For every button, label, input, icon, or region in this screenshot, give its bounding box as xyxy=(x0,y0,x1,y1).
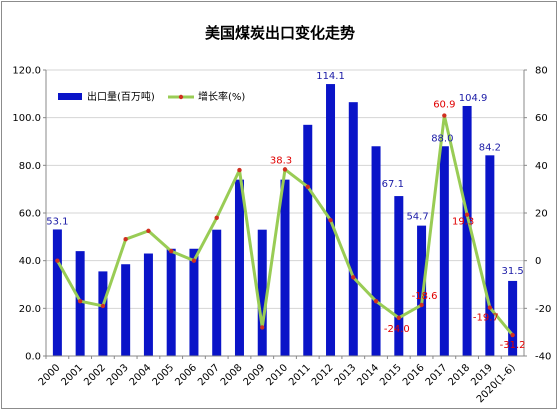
x-tick-label: 2009 xyxy=(242,362,268,388)
x-tick-label: 2010 xyxy=(264,362,290,388)
x-tick-label: 2003 xyxy=(105,362,131,388)
bar xyxy=(417,225,427,356)
y-left-tick-label: 100.0 xyxy=(12,113,41,124)
line-marker xyxy=(442,113,447,118)
growth-value-label: -19.7 xyxy=(473,313,499,324)
bar-value-label: 114.1 xyxy=(316,71,345,82)
chart-title: 美国煤炭出口变化走势 xyxy=(205,24,355,42)
bar xyxy=(98,271,108,356)
bar xyxy=(462,105,472,356)
line-marker xyxy=(260,325,265,330)
growth-value-label: 60.9 xyxy=(433,100,455,111)
bar xyxy=(212,229,222,356)
growth-value-label: 38.3 xyxy=(270,155,292,166)
data-labels: 53.1 114.1 67.1 54.7 88.0 104.9 84.2 31.5 38.3 -2… xyxy=(46,71,525,351)
line-marker xyxy=(510,332,515,338)
bar xyxy=(52,229,62,356)
bar xyxy=(394,196,404,356)
y-right-tick-label: 0 xyxy=(535,256,541,267)
bar xyxy=(303,124,313,356)
bar xyxy=(121,264,131,356)
bar xyxy=(280,179,290,356)
line-marker xyxy=(77,298,83,304)
y-left-tick-label: 60.0 xyxy=(19,209,41,220)
bar-value-label: 84.2 xyxy=(479,142,501,153)
bar xyxy=(257,229,267,356)
x-tick-label: 2018 xyxy=(446,362,472,388)
line-series xyxy=(55,113,515,338)
line-marker xyxy=(282,167,288,172)
bar xyxy=(348,102,358,356)
bar xyxy=(439,146,449,356)
line-marker xyxy=(328,217,333,223)
x-tick-label: 2008 xyxy=(219,362,245,388)
x-tick-label: 2012 xyxy=(310,362,336,388)
bar xyxy=(75,251,85,356)
x-tick-label: 2017 xyxy=(424,362,450,388)
line-marker xyxy=(487,305,493,310)
x-tick-label: 2006 xyxy=(173,362,199,388)
line-marker xyxy=(396,315,402,321)
bar-value-label: 53.1 xyxy=(46,216,68,227)
line-marker xyxy=(373,298,379,304)
x-tick-label: 2011 xyxy=(287,362,313,388)
line-marker xyxy=(419,302,424,308)
x-tick-label: 2004 xyxy=(128,362,154,388)
y-left-tick-label: 0.0 xyxy=(25,352,41,363)
bar-value-label: 31.5 xyxy=(501,266,523,277)
line-marker xyxy=(191,258,197,263)
bar xyxy=(485,155,495,356)
bar-value-label: 54.7 xyxy=(406,212,428,223)
line-marker xyxy=(55,258,60,263)
x-tick-label: 2000 xyxy=(37,362,63,388)
x-tick-label: 2005 xyxy=(151,362,177,388)
y-left-tick-label: 40.0 xyxy=(19,256,41,267)
line-marker xyxy=(351,275,356,280)
x-tick-label: 2007 xyxy=(196,362,222,388)
bar xyxy=(143,253,153,356)
y-right-tick-label: 20 xyxy=(535,209,548,220)
growth-value-label: 19.3 xyxy=(452,217,474,228)
bar xyxy=(166,248,176,356)
line-marker xyxy=(464,212,470,217)
y-right-tick-label: 60 xyxy=(535,113,548,124)
growth-value-label: -31.2 xyxy=(500,340,526,351)
bar-value-label: 67.1 xyxy=(382,179,404,190)
bar-value-label: 88.0 xyxy=(431,133,453,144)
y-left-tick-label: 120.0 xyxy=(12,66,41,77)
line-marker xyxy=(146,228,151,234)
bar-series xyxy=(52,84,518,356)
x-tick-label: 2001 xyxy=(59,362,85,388)
growth-value-label: -24.0 xyxy=(384,324,410,335)
y-left-tick-label: 20.0 xyxy=(19,304,41,315)
legend-label-line: 增长率(%) xyxy=(198,90,245,103)
y-right-tick-label: -20 xyxy=(535,304,551,315)
legend: 出口量(百万吨) 增长率(%) xyxy=(58,90,245,103)
y-left-tick-label: 80.0 xyxy=(19,161,41,172)
x-tick-label: 2014 xyxy=(355,362,381,388)
x-tick-label: 2016 xyxy=(401,362,427,388)
y-right-tick-label: 80 xyxy=(535,66,548,77)
bar xyxy=(234,179,244,356)
bar xyxy=(508,280,518,356)
growth-value-label: -18.6 xyxy=(412,291,438,302)
x-tick-label: 2013 xyxy=(333,362,359,388)
legend-label-bar: 出口量(百万吨) xyxy=(87,90,155,103)
bar xyxy=(371,146,381,356)
bar xyxy=(189,248,199,356)
x-tick-label: 2015 xyxy=(378,362,404,388)
line-marker xyxy=(100,303,106,309)
legend-swatch-bar xyxy=(58,93,82,100)
y-right-tick-label: 40 xyxy=(535,161,548,172)
legend-marker-line xyxy=(178,94,184,100)
bar-value-label: 104.9 xyxy=(459,93,488,104)
line-marker xyxy=(123,237,128,242)
line-marker xyxy=(168,248,174,254)
y-right-tick-label: -40 xyxy=(535,352,551,363)
line-marker xyxy=(237,167,242,173)
x-tick-label: 2002 xyxy=(82,362,108,388)
line-marker xyxy=(214,215,219,220)
line-marker xyxy=(305,184,310,189)
